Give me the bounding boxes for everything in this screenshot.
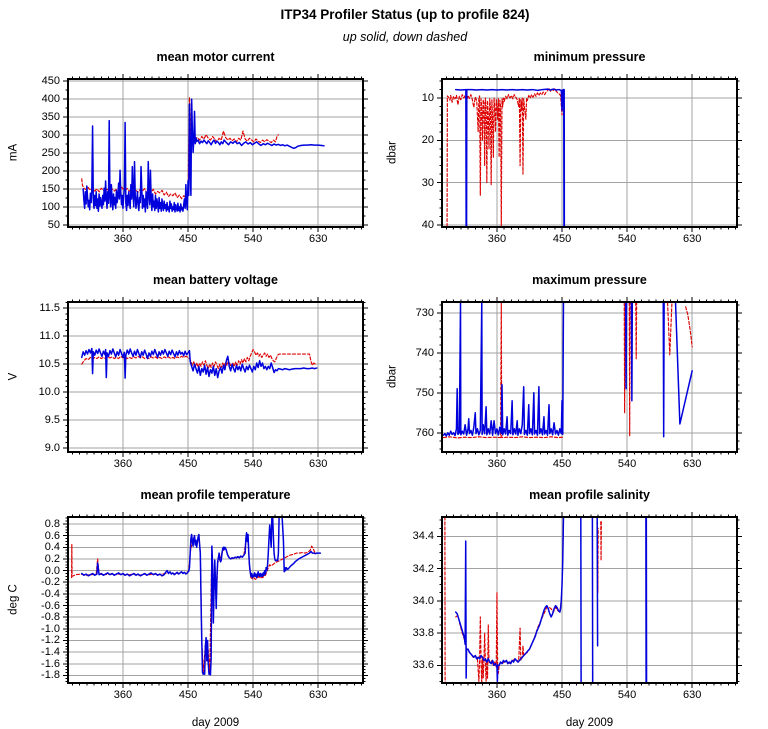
- x-tick-label: 540: [243, 233, 263, 245]
- series-down-minimum-pressure: [446, 88, 565, 227]
- x-tick-label: 630: [682, 233, 702, 245]
- y-tick-label: 730: [415, 306, 434, 319]
- x-tick-label: 360: [113, 458, 133, 470]
- chart-minimum-pressure: [437, 74, 742, 232]
- x-tick-label: 630: [682, 689, 702, 701]
- x-tick-label: 540: [617, 233, 637, 245]
- x-tick-label: 360: [487, 689, 507, 701]
- y-tick-label: 40: [421, 218, 434, 231]
- x-tick-label: 360: [487, 233, 507, 245]
- y-tick-label: 760: [415, 426, 434, 439]
- y-tick-label: 9.5: [44, 414, 60, 427]
- x-tick-label: 630: [308, 233, 328, 245]
- chart-maximum-pressure: [437, 297, 742, 457]
- chart-mean-profile-salinity: [437, 512, 742, 688]
- series-up-mean-profile-salinity: [454, 517, 648, 683]
- x-tick-label: 450: [178, 233, 198, 245]
- y-tick-label: 150: [41, 182, 60, 195]
- y-tick-label: 30: [421, 176, 434, 189]
- x-tick-label: 360: [487, 458, 507, 470]
- y-axis-label-mean-battery-voltage: V: [7, 372, 20, 381]
- y-tick-label: 300: [41, 129, 60, 142]
- y-tick-label: -1.2: [41, 634, 60, 647]
- y-tick-label: 11.5: [39, 302, 60, 315]
- y-tick-label: 0.4: [44, 541, 60, 554]
- series-up-mean-motor-current: [82, 98, 325, 213]
- panel-title-mean-profile-temperature: mean profile temperature: [140, 488, 291, 502]
- y-tick-label: 250: [41, 147, 60, 159]
- y-tick-label: 20: [421, 134, 434, 147]
- series-up-mean-profile-temperature: [80, 517, 322, 676]
- series-up-mean-battery-voltage: [80, 347, 318, 379]
- y-tick-label: 10.5: [38, 358, 60, 371]
- series-down-maximum-pressure: [442, 302, 693, 439]
- y-tick-label: -0.6: [41, 599, 60, 612]
- x-tick-label: 540: [617, 689, 637, 701]
- chart-mean-motor-current: [63, 74, 368, 232]
- x-tick-label: 450: [178, 458, 198, 470]
- y-tick-label: 10: [421, 92, 434, 105]
- x-tick-label: 630: [682, 458, 702, 470]
- x-tick-label: 360: [113, 689, 133, 701]
- y-tick-label: -0.2: [41, 576, 60, 589]
- x-tick-label: 450: [552, 458, 572, 470]
- chart-mean-profile-temperature: [63, 512, 368, 688]
- y-tick-label: -1.0: [41, 622, 60, 635]
- series-up-maximum-pressure: [442, 302, 693, 438]
- panel-title-minimum-pressure: minimum pressure: [533, 50, 646, 64]
- y-tick-label: -0.4: [41, 587, 60, 600]
- x-tick-label: 360: [113, 233, 133, 245]
- y-tick-label: -1.4: [41, 646, 60, 659]
- panel-title-mean-motor-current: mean motor current: [156, 50, 275, 64]
- y-tick-label: 740: [415, 346, 434, 359]
- x-axis-label-mean-profile-temperature: day 2009: [191, 717, 240, 729]
- y-tick-label: 450: [41, 75, 60, 88]
- panel-title-mean-profile-salinity: mean profile salinity: [529, 488, 650, 502]
- chart-mean-battery-voltage: [63, 297, 368, 457]
- series-up-minimum-pressure: [454, 88, 566, 227]
- y-tick-label: 400: [41, 93, 60, 106]
- y-tick-label: -0.8: [41, 611, 60, 624]
- x-tick-label: 630: [308, 458, 328, 470]
- y-tick-label: 100: [41, 200, 60, 213]
- y-tick-label: 350: [41, 111, 60, 124]
- panel-title-maximum-pressure: maximum pressure: [532, 273, 647, 287]
- y-tick-label: 200: [41, 164, 60, 177]
- y-tick-label: 750: [415, 386, 434, 399]
- y-tick-label: 0.8: [44, 517, 60, 530]
- y-tick-label: 10.0: [38, 386, 60, 399]
- y-tick-label: 33.6: [412, 659, 434, 672]
- x-tick-label: 450: [552, 233, 572, 245]
- x-tick-label: 450: [178, 689, 198, 701]
- x-tick-label: 630: [308, 689, 328, 701]
- series-down-mean-motor-current: [81, 96, 279, 200]
- x-tick-label: 540: [243, 689, 263, 701]
- y-tick-label: 50: [47, 218, 60, 231]
- y-tick-label: 0.0: [44, 564, 60, 577]
- y-tick-label: 34.2: [412, 562, 434, 575]
- y-tick-label: 34.4: [412, 530, 434, 543]
- x-tick-label: 450: [552, 689, 572, 701]
- y-tick-label: -1.6: [41, 657, 60, 670]
- y-tick-label: 11.0: [39, 330, 60, 343]
- y-tick-label: -1.8: [41, 669, 60, 682]
- y-tick-label: 9.0: [44, 442, 60, 455]
- y-tick-label: 34.0: [412, 594, 434, 607]
- x-tick-label: 540: [243, 458, 263, 470]
- x-tick-label: 540: [617, 458, 637, 470]
- y-tick-label: 0.6: [44, 529, 60, 542]
- figure-subtitle: up solid, down dashed: [342, 30, 468, 44]
- y-tick-label: 33.8: [412, 627, 434, 640]
- y-tick-label: 0.2: [44, 552, 60, 565]
- x-axis-label-mean-profile-salinity: day 2009: [565, 717, 614, 729]
- figure-title: ITP34 Profiler Status (up to profile 824…: [280, 7, 530, 22]
- panel-title-mean-battery-voltage: mean battery voltage: [152, 273, 279, 287]
